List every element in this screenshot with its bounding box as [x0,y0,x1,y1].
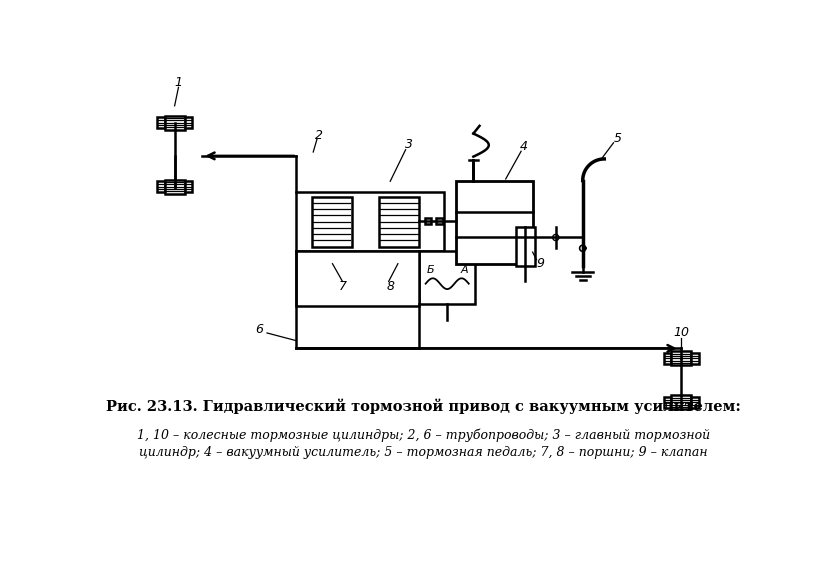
Text: 1: 1 [174,76,183,89]
Bar [164,180,185,194]
Bar [157,181,164,192]
Bar [164,116,185,130]
Bar [185,181,192,192]
Bar [297,192,444,251]
Bar [311,197,352,247]
Bar [157,117,164,128]
Text: 3: 3 [406,138,414,151]
Bar [185,117,192,128]
Bar [663,397,672,408]
Text: А: А [460,265,468,275]
Text: Б: Б [426,265,434,275]
Text: 1, 10 – колесные тормозные цилиндры; 2, 6 – трубопроводы; 3 – главный тормозной: 1, 10 – колесные тормозные цилиндры; 2, … [137,429,710,442]
Text: Рис. 23.13. Гидравлический тормозной привод с вакуумным усилителем:: Рис. 23.13. Гидравлический тормозной при… [106,398,741,414]
Text: 5: 5 [614,132,621,145]
Bar [515,227,535,266]
Bar [672,396,691,409]
Text: цилиндр; 4 – вакуумный усилитель; 5 – тормозная педаль; 7, 8 – поршни; 9 – клапа: цилиндр; 4 – вакуумный усилитель; 5 – то… [139,446,708,459]
Bar [378,197,420,247]
Text: 9: 9 [536,257,544,270]
Bar [672,351,691,365]
Bar [425,218,431,224]
Text: 2: 2 [316,128,323,141]
Bar [691,353,699,364]
Text: 6: 6 [255,323,263,335]
Text: 10: 10 [673,327,689,339]
Text: 7: 7 [339,280,346,293]
Bar [663,353,672,364]
Bar [420,251,475,305]
Bar [436,218,443,224]
Bar [457,181,533,264]
Text: 8: 8 [387,280,394,293]
Bar [691,397,699,408]
Bar [297,251,420,306]
Text: 4: 4 [520,140,528,153]
